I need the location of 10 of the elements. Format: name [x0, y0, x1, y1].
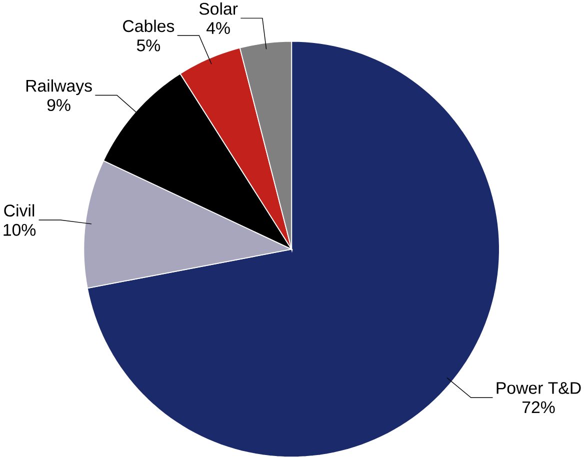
slice-label: Civil — [4, 204, 34, 217]
data-label: 10% — [4, 224, 36, 236]
data-label: 72% — [522, 401, 555, 414]
slice-label: Cables — [123, 20, 174, 32]
data-label: 4% — [206, 22, 230, 34]
slice-label: Power T&D — [496, 382, 581, 394]
slice-label: Railways — [26, 80, 92, 96]
slice-label: Solar — [199, 2, 238, 15]
data-label: 5% — [136, 40, 160, 52]
data-label: 9% — [47, 99, 70, 112]
